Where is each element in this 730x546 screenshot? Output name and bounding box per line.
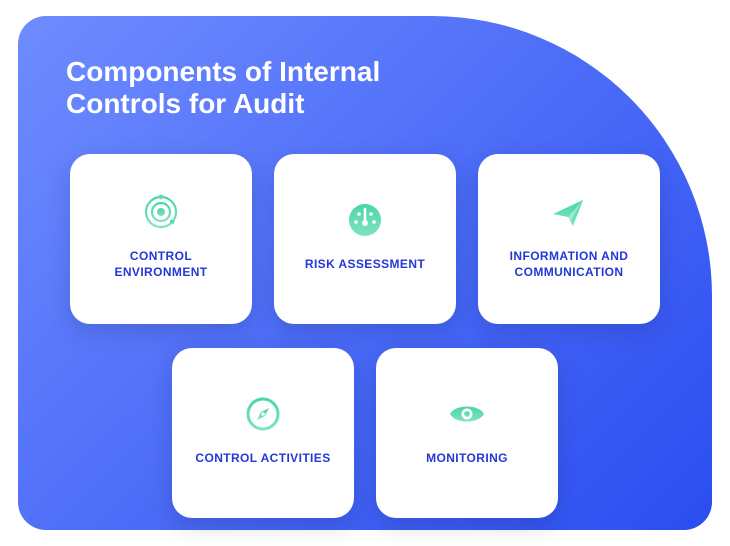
eye-icon [445, 392, 489, 436]
card-rows: CONTROL ENVIRONMENT [66, 154, 664, 518]
card-label: MONITORING [426, 450, 508, 466]
card-control-environment: CONTROL ENVIRONMENT [70, 154, 252, 324]
page-title: Components of Internal Controls for Audi… [66, 56, 486, 120]
card-information-communication: INFORMATION AND COMMUNICATION [478, 154, 660, 324]
card-label: INFORMATION AND COMMUNICATION [492, 248, 646, 280]
compass-icon [241, 392, 285, 436]
card-label: CONTROL ENVIRONMENT [84, 248, 238, 280]
card-row-2: CONTROL ACTIVITIES MONITORING [172, 348, 558, 518]
orbit-icon [139, 190, 183, 234]
card-label: CONTROL ACTIVITIES [195, 450, 330, 466]
gradient-background: Components of Internal Controls for Audi… [18, 16, 712, 530]
card-monitoring: MONITORING [376, 348, 558, 518]
infographic-canvas: Components of Internal Controls for Audi… [0, 0, 730, 546]
card-risk-assessment: RISK ASSESSMENT [274, 154, 456, 324]
paper-plane-icon [547, 190, 591, 234]
card-row-1: CONTROL ENVIRONMENT [70, 154, 660, 324]
card-label: RISK ASSESSMENT [305, 256, 425, 272]
gauge-icon [343, 198, 387, 242]
card-control-activities: CONTROL ACTIVITIES [172, 348, 354, 518]
